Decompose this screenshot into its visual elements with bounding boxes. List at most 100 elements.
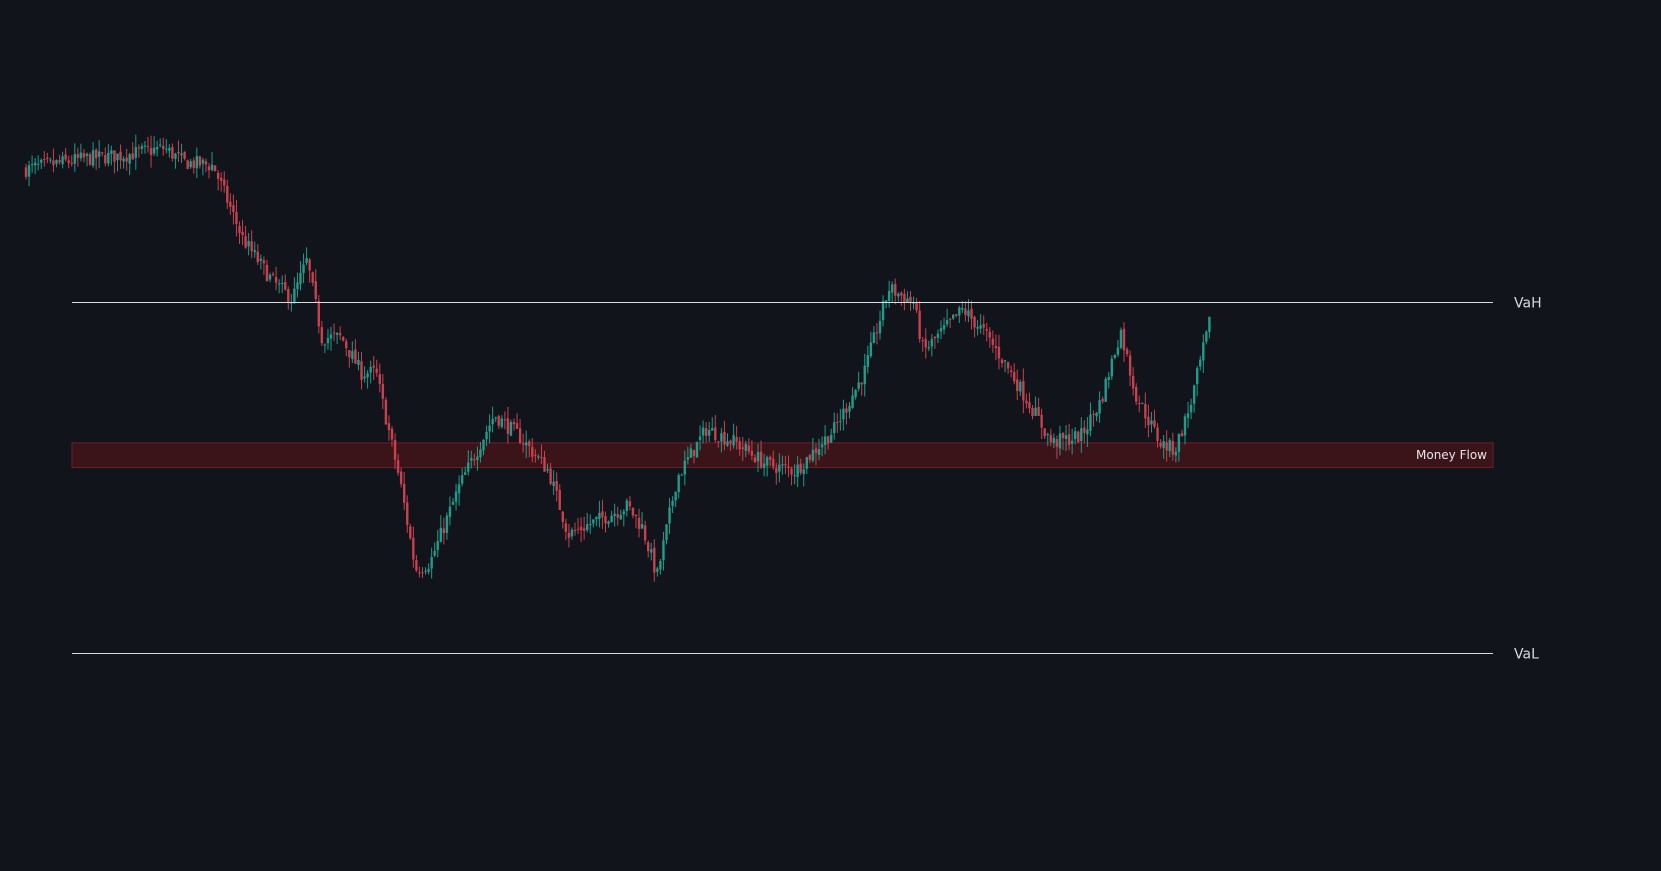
candle-body	[650, 549, 653, 553]
candle-body	[226, 185, 229, 203]
candle-body	[241, 231, 244, 236]
candle-body	[1025, 400, 1028, 404]
candle-body	[1034, 407, 1037, 416]
candle-body	[198, 156, 202, 166]
candle-body	[540, 457, 543, 459]
candle-body	[979, 325, 982, 329]
candle-body	[378, 374, 381, 384]
candle-body	[836, 422, 839, 424]
candle-body	[1202, 342, 1205, 361]
candle-body	[302, 264, 305, 274]
candle-body	[433, 550, 436, 556]
candle-body	[610, 515, 613, 523]
candle-body	[58, 160, 61, 163]
candle-body	[1110, 358, 1113, 377]
candle-body	[165, 148, 168, 150]
candle-body	[704, 428, 708, 437]
candle-body	[296, 282, 299, 289]
candle-body	[1003, 360, 1007, 362]
candle-body	[418, 572, 421, 574]
candle-body	[82, 153, 86, 158]
candle-body	[149, 148, 153, 156]
candle-body	[521, 443, 525, 445]
candle-body	[842, 408, 845, 420]
candle-body	[348, 350, 351, 358]
candle-body	[232, 205, 235, 212]
candle-body	[1192, 385, 1196, 404]
candle-body	[421, 572, 424, 574]
candle-body	[671, 500, 674, 507]
candle-body	[793, 475, 796, 477]
candle-body	[430, 557, 433, 569]
candle-body	[137, 147, 141, 149]
candle-body	[808, 455, 812, 460]
candle-body	[323, 344, 327, 346]
candle-body	[1089, 414, 1092, 431]
candle-body	[146, 146, 150, 148]
candle-body	[570, 529, 574, 537]
candle-body	[497, 415, 500, 426]
candle-body	[473, 459, 476, 461]
candle-body	[634, 514, 638, 517]
candle-body	[1144, 403, 1147, 419]
candle-body	[549, 468, 552, 484]
candle-body	[1186, 413, 1190, 418]
candle-body	[1150, 420, 1153, 425]
vah-label: VaH	[1514, 296, 1542, 312]
candle-body	[399, 471, 403, 485]
candle-body	[390, 428, 394, 440]
candle-body	[140, 146, 144, 149]
candle-body	[1080, 428, 1083, 442]
candle-body	[216, 172, 220, 179]
candle-body	[970, 308, 973, 319]
candle-body	[122, 158, 125, 162]
candle-body	[592, 519, 595, 524]
candle-body	[647, 542, 650, 552]
candle-body	[936, 333, 940, 338]
candle-body	[436, 540, 439, 550]
candle-body	[1086, 429, 1089, 435]
candle-body	[168, 147, 171, 151]
candle-body	[891, 284, 894, 293]
candle-body	[293, 288, 296, 304]
candle-body	[104, 155, 107, 164]
candle-body	[1083, 427, 1086, 433]
candle-body	[582, 528, 586, 531]
candle-body	[204, 161, 208, 165]
candle-body	[384, 399, 388, 425]
candle-body	[1116, 347, 1120, 355]
candle-body	[967, 310, 970, 317]
candle-body	[1119, 329, 1123, 348]
candle-body	[1070, 440, 1074, 444]
candle-body	[143, 145, 147, 147]
candle-body	[1196, 368, 1199, 384]
candle-body	[271, 274, 275, 276]
candle-body	[317, 300, 320, 327]
candle-body	[537, 456, 540, 458]
candle-body	[976, 327, 979, 329]
candlestick-series	[24, 134, 1211, 582]
candle-body	[805, 457, 808, 469]
candle-body	[262, 260, 266, 264]
candle-body	[698, 436, 702, 440]
candle-body	[116, 153, 119, 161]
candle-body	[33, 162, 37, 166]
candle-body	[595, 516, 598, 520]
candle-body	[726, 441, 729, 446]
candle-body	[750, 450, 754, 456]
candle-body	[659, 560, 662, 570]
candle-body	[427, 568, 430, 572]
candle-body	[564, 523, 568, 532]
candle-body	[180, 153, 183, 156]
candle-body	[778, 464, 781, 472]
candle-body	[369, 366, 372, 373]
candle-body	[744, 444, 747, 451]
candle-body	[552, 481, 555, 486]
candle-body	[741, 447, 744, 449]
candle-body	[576, 528, 580, 530]
candle-body	[342, 336, 345, 341]
candle-body	[393, 440, 397, 460]
candle-body	[729, 440, 732, 444]
candle-body	[640, 524, 644, 529]
